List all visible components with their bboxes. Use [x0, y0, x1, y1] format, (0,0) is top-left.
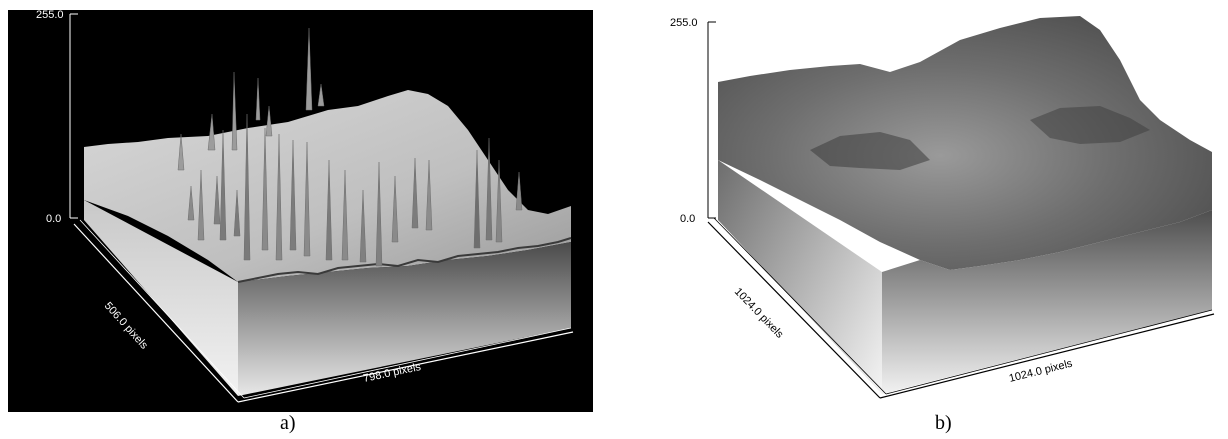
surface-top-a [84, 90, 571, 282]
caption-b: b) [935, 412, 952, 434]
surface-front-face-a [238, 242, 571, 396]
width-axis-b [879, 313, 1215, 399]
depth-axis-inner-a [79, 219, 245, 399]
depth-axis-b [707, 221, 881, 399]
z-axis-max-label-b: 255.0 [670, 17, 698, 29]
width-axis-inner-b [885, 309, 1213, 395]
surface-front-face-b [882, 210, 1212, 394]
depth-axis-label-a: 506.0 pixels [102, 300, 151, 352]
depth-axis-a [73, 223, 239, 403]
width-axis-label-b: 1024.0 pixels [1008, 357, 1074, 384]
surface-top-b [718, 16, 1212, 270]
surface-left-face-a [84, 147, 238, 396]
surface-plot-b-canvas: 255.0 0.0 1024.0 pixels 1024.0 pixels [670, 16, 1215, 399]
caption-a: a) [280, 412, 296, 434]
z-axis-min-label-b: 0.0 [680, 213, 695, 225]
surface-plot-a-canvas: 255.0 0.0 [36, 10, 574, 403]
surface-plot-a: 255.0 0.0 [8, 10, 593, 412]
depth-axis-inner-b [713, 217, 887, 395]
surface-plot-b: 255.0 0.0 1024.0 pixels 1024.0 pixels [660, 10, 1220, 412]
z-axis-min-label-a: 0.0 [46, 213, 61, 225]
z-axis-max-label-a: 255.0 [36, 10, 64, 21]
width-axis-inner-a [243, 327, 572, 399]
surface-spikes-a [177, 27, 523, 267]
surface-ridges-b-2 [1030, 106, 1150, 144]
surface-ridges-b [810, 132, 930, 170]
surface-left-face-b [718, 82, 882, 394]
surface-front-edge-a [237, 237, 572, 283]
width-axis-a [237, 331, 574, 403]
